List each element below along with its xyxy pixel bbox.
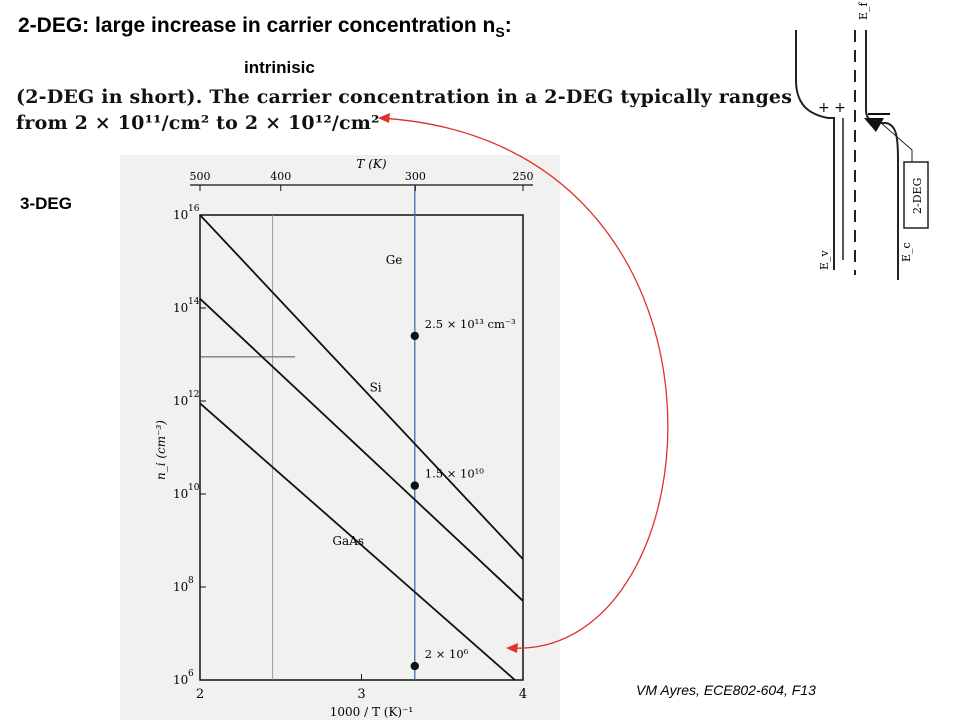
series-line-si bbox=[199, 298, 524, 602]
quote-excerpt: (2-DEG in short). The carrier concentrat… bbox=[16, 84, 793, 136]
arrowhead-top bbox=[378, 113, 390, 123]
y-tick-exponent: 8 bbox=[188, 576, 194, 586]
data-point-label: 1.5 × 10¹⁰ bbox=[425, 467, 484, 481]
data-point-label: 2.5 × 10¹³ cm⁻³ bbox=[425, 317, 516, 331]
y-tick-label: 10 bbox=[173, 208, 188, 222]
scanned-page-background bbox=[120, 155, 560, 720]
title-colon: : bbox=[504, 14, 512, 37]
top-tick-label: 300 bbox=[405, 170, 426, 183]
series-line-gaas bbox=[199, 402, 516, 681]
title-text: 2-DEG: large increase in carrier concent… bbox=[18, 14, 496, 37]
intrinsic-label: intrinisic bbox=[244, 58, 315, 77]
y-tick-exponent: 12 bbox=[188, 390, 199, 400]
top-axis-label: T (K) bbox=[356, 157, 386, 171]
y-tick-exponent: 10 bbox=[188, 483, 200, 493]
series-label-ge: Ge bbox=[386, 253, 403, 267]
top-tick-label: 250 bbox=[513, 170, 534, 183]
y-tick-label: 10 bbox=[173, 394, 188, 408]
x-axis-label: 1000 / T (K)⁻¹ bbox=[330, 705, 414, 719]
arrowhead-bottom bbox=[506, 643, 518, 654]
data-point-marker bbox=[410, 481, 419, 490]
y-tick-label: 10 bbox=[173, 301, 188, 315]
footer-credit: VM Ayres, ECE802-604, F13 bbox=[636, 682, 816, 698]
title-subscript: S bbox=[495, 24, 505, 41]
slide-title: 2-DEG: large increase in carrier concent… bbox=[18, 14, 512, 40]
plot-frame bbox=[199, 214, 524, 681]
y-tick-label: 10 bbox=[173, 487, 188, 501]
red-curved-arrow bbox=[379, 117, 669, 649]
y-tick-exponent: 14 bbox=[188, 297, 200, 307]
y-tick-exponent: 16 bbox=[188, 204, 200, 214]
quote-line-2: from 2 × 10¹¹/cm² to 2 × 10¹²/cm² bbox=[16, 112, 380, 134]
quote-line-1: (2-DEG in short). The carrier concentrat… bbox=[16, 86, 793, 108]
x-tick-label: 2 bbox=[196, 687, 204, 702]
data-point-label: 2 × 10⁶ bbox=[425, 647, 469, 661]
series-label-gaas: GaAs bbox=[332, 534, 364, 548]
series-line-ge bbox=[199, 214, 524, 560]
x-tick-label: 4 bbox=[519, 687, 527, 702]
series-label-si: Si bbox=[370, 381, 382, 395]
y-tick-label: 10 bbox=[173, 673, 188, 687]
y-axis-label: n_i (cm⁻³) bbox=[154, 420, 168, 480]
3deg-label: 3-DEG bbox=[20, 194, 72, 213]
top-tick-label: 500 bbox=[190, 170, 211, 183]
x-tick-label: 3 bbox=[357, 687, 365, 702]
y-tick-label: 10 bbox=[173, 580, 188, 594]
data-point-marker bbox=[410, 661, 419, 671]
top-tick-label: 400 bbox=[270, 170, 291, 183]
data-point-marker bbox=[410, 331, 419, 341]
y-tick-exponent: 6 bbox=[188, 669, 194, 679]
